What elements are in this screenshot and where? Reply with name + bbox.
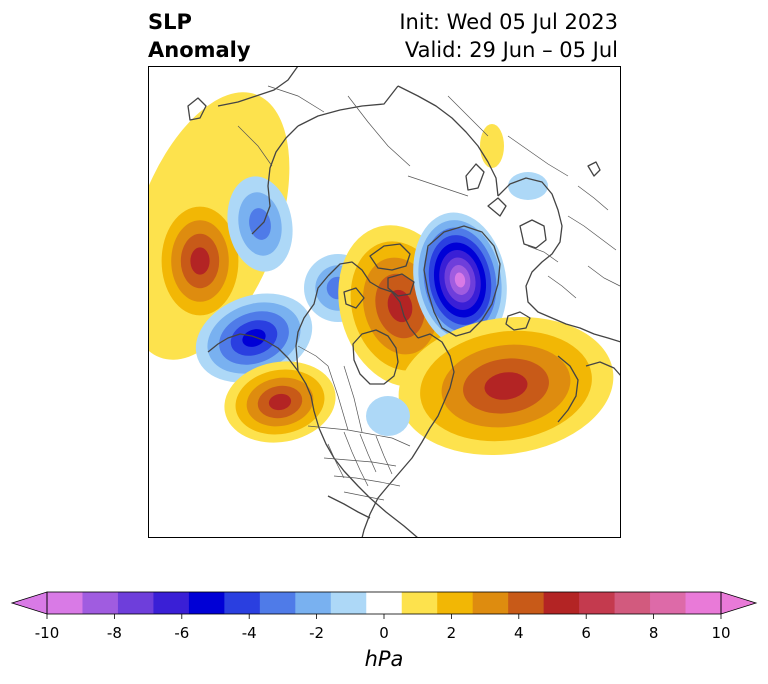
anomaly-contour <box>190 247 210 275</box>
colorbar-cell <box>614 592 651 614</box>
north-pacific-high <box>152 193 248 329</box>
colorbar-cell <box>579 592 616 614</box>
chart-title-variable: SLP Anomaly <box>148 8 251 64</box>
title-line-1: SLP <box>148 10 192 34</box>
colorbar-ticks: -10 -8 -6 -4 -2 0 2 4 6 8 10 <box>35 614 731 642</box>
colorbar-unit-label: hPa <box>365 647 404 671</box>
colorbar: -10 -8 -6 -4 -2 0 2 4 6 8 10 hPa <box>10 591 758 671</box>
colorbar-tick-label: -6 <box>174 624 189 642</box>
colorbar-cell <box>295 592 332 614</box>
colorbar-cell <box>401 592 438 614</box>
colorbar-cell <box>117 592 154 614</box>
colorbar-tick-label: 8 <box>649 624 659 642</box>
valid-range: Valid: 29 Jun – 05 Jul <box>404 38 618 62</box>
eastern-us-low <box>366 396 410 436</box>
colorbar-tick-label: -10 <box>35 624 60 642</box>
gulf-of-alaska-low <box>195 293 313 383</box>
greenland-low <box>413 212 507 348</box>
colorbar-cell <box>330 592 367 614</box>
slp-anomaly-map <box>148 66 621 538</box>
colorbar-cell <box>437 592 474 614</box>
colorbar-cells <box>47 592 722 614</box>
political-borders <box>237 85 621 501</box>
anomaly-contour <box>366 396 410 436</box>
colorbar-tick-label: 6 <box>581 624 591 642</box>
colorbar-cell <box>650 592 687 614</box>
colorbar-cell <box>224 592 261 614</box>
colorbar-cell <box>685 592 722 614</box>
colorbar-under-arrow <box>10 591 48 615</box>
colorbar-tick-label: 10 <box>711 624 730 642</box>
colorbar-cell <box>82 592 119 614</box>
chart-title-dates: Init: Wed 05 Jul 2023 Valid: 29 Jun – 05… <box>399 8 618 64</box>
colorbar-tick-label: -4 <box>242 624 257 642</box>
colorbar-tick-label: -2 <box>309 624 324 642</box>
colorbar-over-arrow <box>720 591 758 615</box>
siberia-low <box>508 172 548 200</box>
anomaly-contour <box>242 329 266 347</box>
anomaly-contour <box>387 289 413 323</box>
anomaly-contour <box>484 372 528 400</box>
anomaly-shading <box>148 92 614 455</box>
map-frame <box>148 66 621 538</box>
anomaly-contour <box>268 393 292 411</box>
colorbar-cell <box>153 592 190 614</box>
colorbar-cell <box>47 592 83 614</box>
colorbar-cell <box>543 592 580 614</box>
colorbar-tick-label: -8 <box>107 624 122 642</box>
west-coast-high <box>224 361 336 443</box>
colorbar-cell <box>472 592 509 614</box>
colorbar-tick-label: 0 <box>379 624 389 642</box>
colorbar-cell <box>366 592 403 614</box>
anomaly-contour <box>480 124 504 168</box>
colorbar-cell <box>188 592 225 614</box>
anomaly-contour <box>454 272 466 288</box>
init-date: Init: Wed 05 Jul 2023 <box>399 10 618 34</box>
colorbar-tick-label: 2 <box>447 624 457 642</box>
colorbar-tick-label: 4 <box>514 624 524 642</box>
asia-high <box>480 124 504 168</box>
anomaly-contour <box>508 172 548 200</box>
colorbar-cell <box>508 592 545 614</box>
colorbar-cell <box>259 592 296 614</box>
title-line-2: Anomaly <box>148 38 251 62</box>
